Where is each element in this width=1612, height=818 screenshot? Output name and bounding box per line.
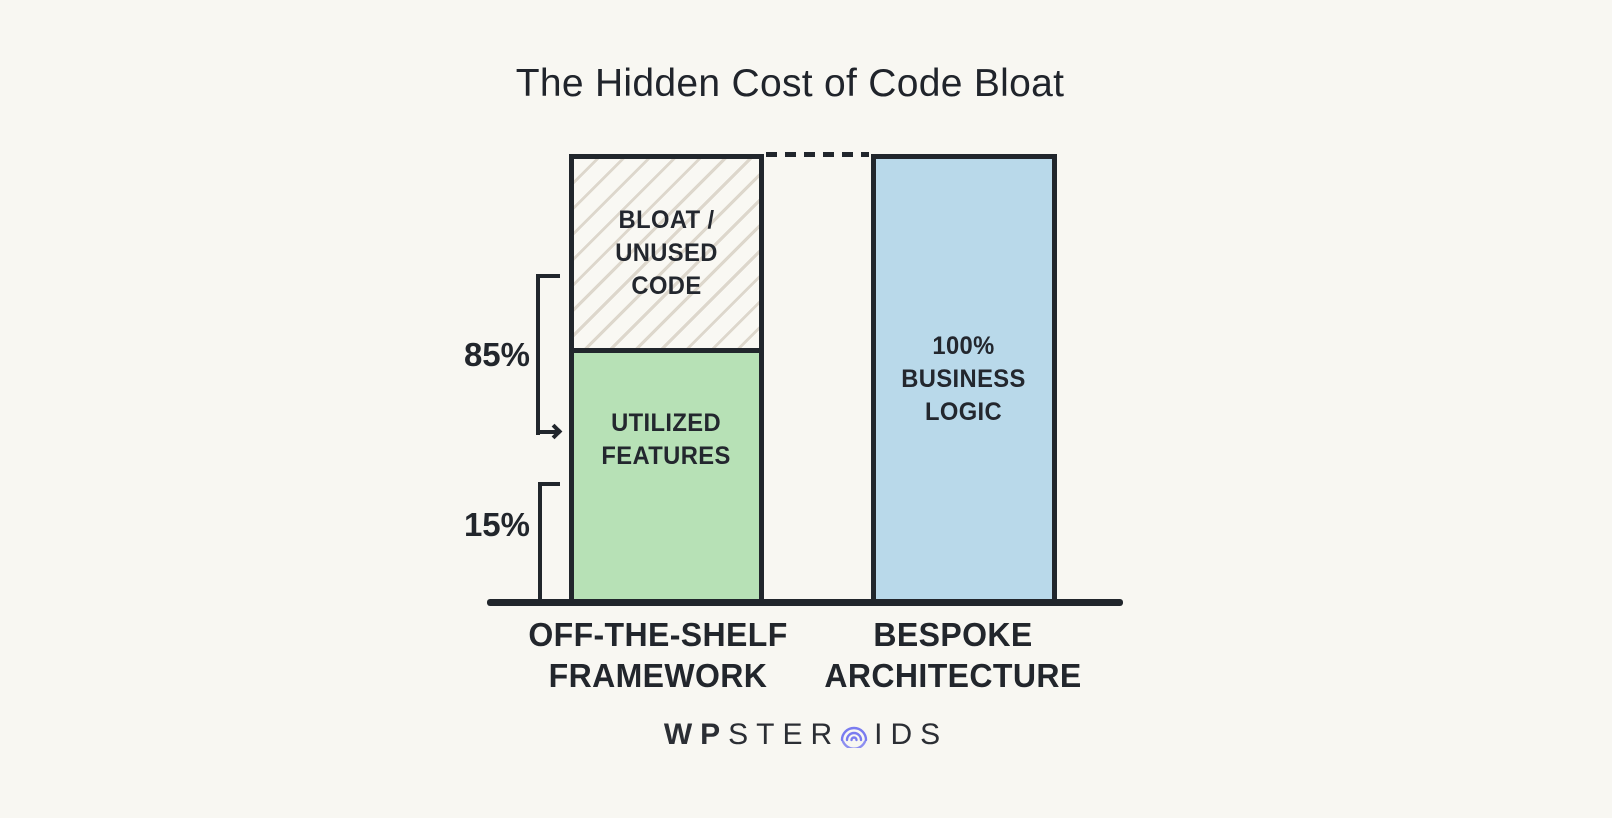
segment-bloat-hatched: BLOAT / UNUSED CODE	[574, 159, 759, 354]
bracket-85-arrow-line	[536, 430, 558, 434]
arrow-right-icon	[546, 423, 563, 440]
logo-prefix: WP	[663, 717, 729, 751]
bloat-percent-label: 85%	[463, 336, 530, 373]
segment-utilized: UTILIZED FEATURES	[574, 353, 759, 599]
bar-bespoke: 100% BUSINESS LOGIC	[871, 154, 1057, 604]
x-axis-baseline	[487, 599, 1123, 606]
category-label-bespoke: BESPOKE ARCHITECTURE	[824, 616, 1082, 694]
segment-utilized-label: UTILIZED FEATURES	[601, 409, 732, 471]
utilized-percent-label: 15%	[463, 506, 530, 543]
logo-mid: STER	[728, 717, 841, 751]
bar-off-the-shelf: BLOAT / UNUSED CODE UTILIZED FEATURES	[569, 154, 764, 604]
bracket-15-vertical	[538, 482, 542, 604]
concentric-arcs-o-icon	[838, 716, 870, 753]
segment-business-logic-label: 100% BUSINESS LOGIC	[901, 331, 1027, 426]
segment-bloat-label: BLOAT / UNUSED CODE	[615, 206, 718, 301]
logo-suffix: IDS	[874, 717, 949, 751]
bracket-85-top-tick	[536, 274, 560, 278]
category-label-off-the-shelf: OFF-THE-SHELF FRAMEWORK	[528, 616, 788, 694]
equal-height-dashed-line	[766, 152, 869, 157]
bracket-15-top-tick	[538, 482, 560, 486]
bracket-85-vertical	[536, 274, 540, 435]
page-title: The Hidden Cost of Code Bloat	[515, 62, 1065, 105]
brand-logo: WP STER IDS	[0, 716, 1612, 753]
